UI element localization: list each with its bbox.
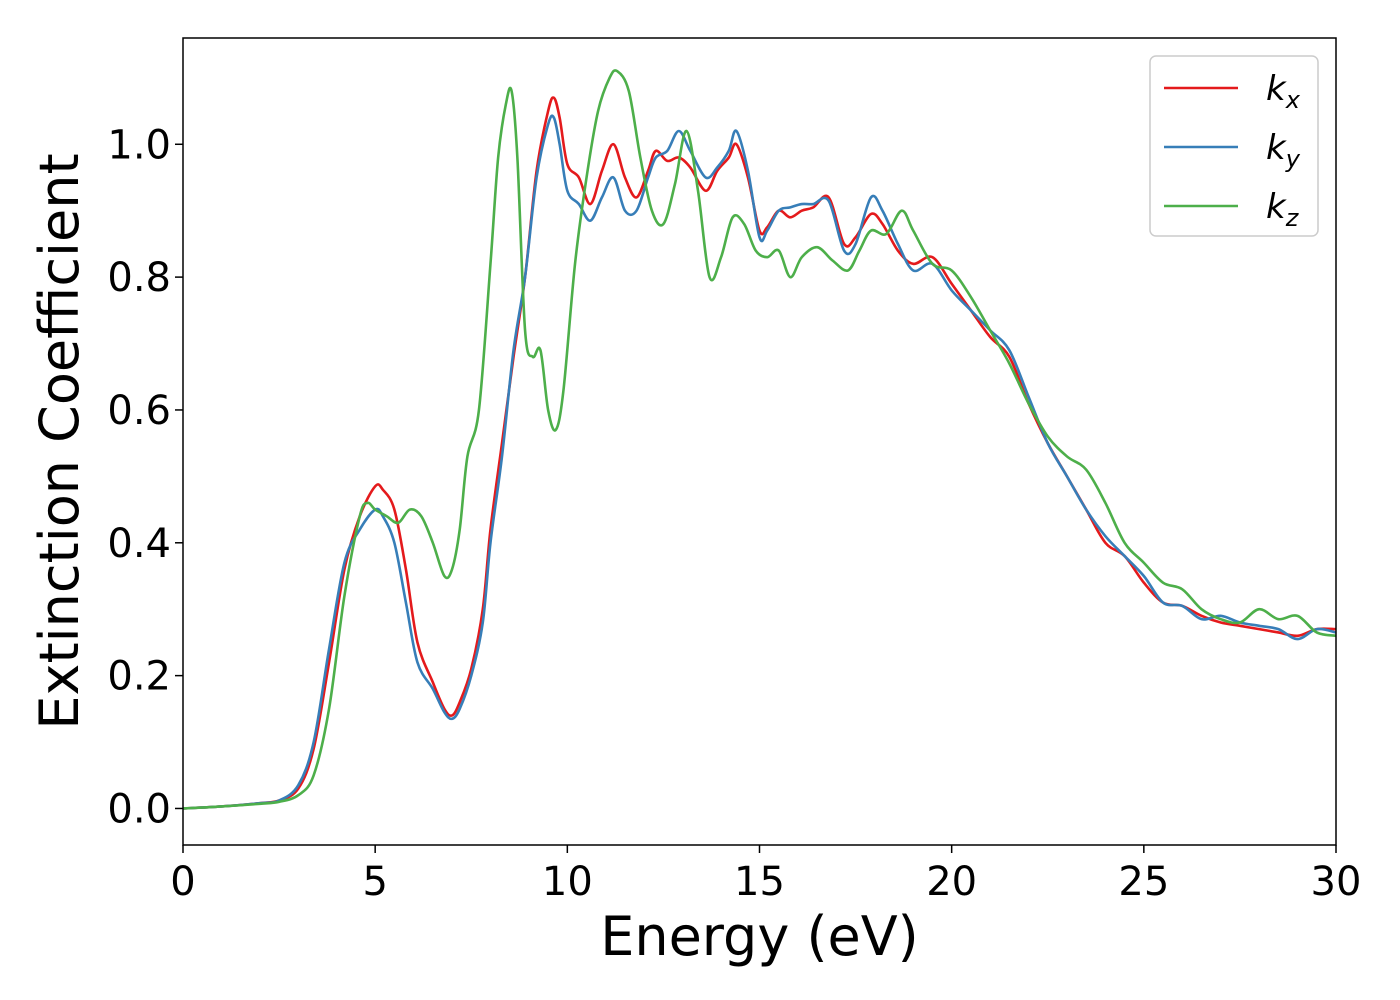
x-tick-label: 10 — [542, 859, 593, 905]
y-tick-label: 0.8 — [107, 255, 171, 301]
x-tick-label: 5 — [362, 859, 387, 905]
x-axis-title: Energy (eV) — [600, 905, 919, 968]
x-tick-label: 25 — [1118, 859, 1169, 905]
y-tick-label: 0.6 — [107, 388, 171, 434]
x-tick-label: 20 — [926, 859, 977, 905]
series-line-z — [183, 69, 1336, 810]
legend: kx ky kz — [1149, 55, 1319, 237]
x-tick-label: 15 — [734, 859, 785, 905]
y-axis: 0.0 0.2 0.4 0.6 0.8 1.0 — [107, 122, 183, 832]
y-tick-label: 0.2 — [107, 654, 171, 700]
y-tick-label: 0.4 — [107, 521, 171, 567]
y-tick-label: 1.0 — [107, 122, 171, 168]
x-tick-label: 0 — [170, 859, 195, 905]
plot-area — [183, 69, 1336, 810]
legend-label-x: kx — [1266, 69, 1301, 114]
x-tick-label: 30 — [1311, 859, 1362, 905]
legend-label-y: ky — [1266, 128, 1301, 173]
y-tick-label: 0.0 — [107, 786, 171, 832]
legend-label-z: kz — [1266, 187, 1300, 232]
y-axis-title: Extinction Coefficient — [28, 153, 91, 729]
x-axis: 0 5 10 15 20 25 30 — [170, 845, 1361, 905]
series-line-y — [183, 114, 1336, 810]
